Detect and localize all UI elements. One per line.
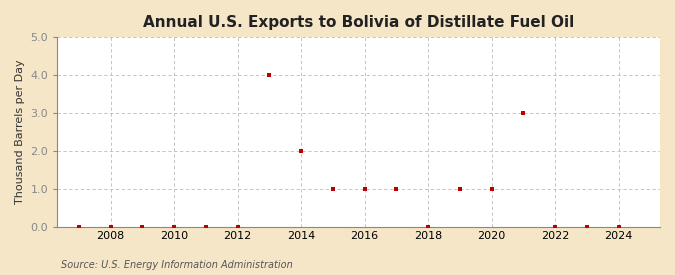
Point <box>614 224 624 229</box>
Point <box>486 186 497 191</box>
Point <box>200 224 211 229</box>
Point <box>550 224 561 229</box>
Point <box>518 111 529 115</box>
Point <box>296 148 306 153</box>
Point <box>105 224 116 229</box>
Point <box>137 224 148 229</box>
Title: Annual U.S. Exports to Bolivia of Distillate Fuel Oil: Annual U.S. Exports to Bolivia of Distil… <box>142 15 574 30</box>
Point <box>264 73 275 77</box>
Point <box>74 224 84 229</box>
Point <box>169 224 180 229</box>
Text: Source: U.S. Energy Information Administration: Source: U.S. Energy Information Administ… <box>61 260 292 270</box>
Point <box>391 186 402 191</box>
Point <box>359 186 370 191</box>
Y-axis label: Thousand Barrels per Day: Thousand Barrels per Day <box>15 59 25 204</box>
Point <box>423 224 433 229</box>
Point <box>327 186 338 191</box>
Point <box>582 224 593 229</box>
Point <box>454 186 465 191</box>
Point <box>232 224 243 229</box>
